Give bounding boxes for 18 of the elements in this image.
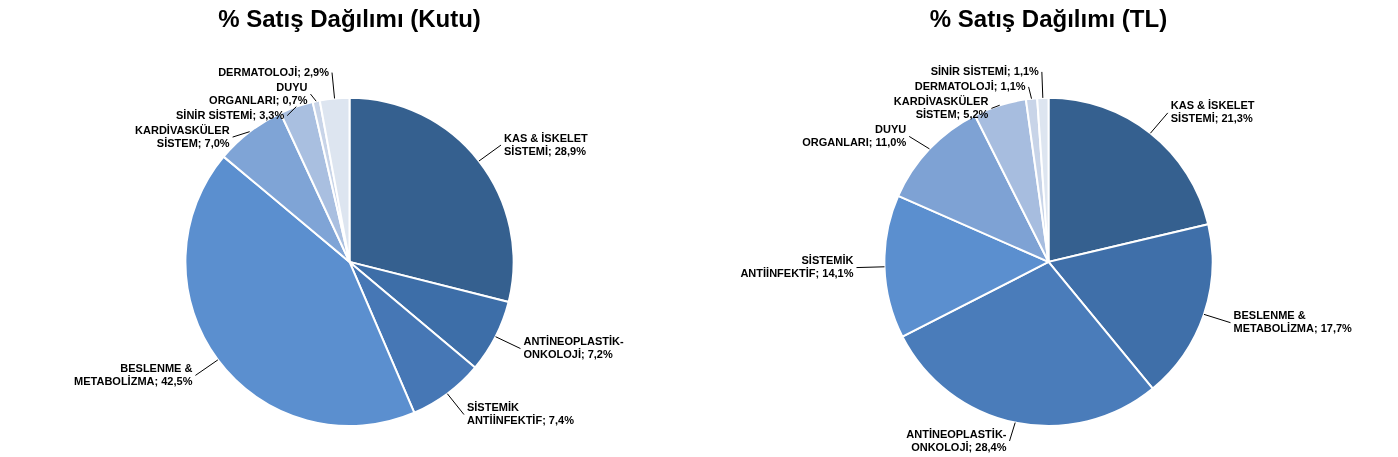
- slice-label: DERMATOLOJİ; 1,1%: [914, 79, 1026, 92]
- slice-label: KAS & İSKELET SİSTEMİ; 28,9%: [504, 131, 589, 157]
- slice-label: KARDİVASKÜLER SİSTEM; 5,2%: [893, 94, 989, 120]
- slice-label: ANTİNEOPLASTİK-ONKOLOJİ; 28,4%: [906, 427, 1007, 453]
- slice-label: SİSTEMİK ANTİİNFEKTİF; 14,1%: [740, 254, 854, 280]
- slice-label: SİSTEMİK ANTİİNFEKTİF; 7,4%: [466, 401, 575, 427]
- slice-label: DERMATOLOJİ; 2,9%: [218, 65, 330, 78]
- slice-label: BESLENME & METABOLİZMA; 17,7%: [1233, 309, 1353, 335]
- slice-label: SİNİR SİSTEMİ; 3,3%: [176, 108, 285, 121]
- chart-title: % Satış Dağılımı (TL): [929, 5, 1168, 33]
- slice-label: KARDİVASKÜLER SİSTEM; 7,0%: [135, 123, 230, 149]
- slice-label: DUYU ORGANLARI; 11,0%: [802, 122, 907, 148]
- slice-label: BESLENME & METABOLİZMA; 42,5%: [74, 361, 193, 387]
- slice-label: ANTİNEOPLASTİK-ONKOLOJİ; 7,2%: [523, 335, 625, 361]
- chart-title: % Satış Dağılımı (Kutu): [218, 5, 481, 33]
- slice-label: KAS & İSKELET SİSTEMİ; 21,3%: [1170, 99, 1255, 125]
- slice-label: SİNİR SİSTEMİ; 1,1%: [930, 64, 1040, 77]
- slice-label: DUYU ORGANLARI; 0,7%: [209, 80, 308, 106]
